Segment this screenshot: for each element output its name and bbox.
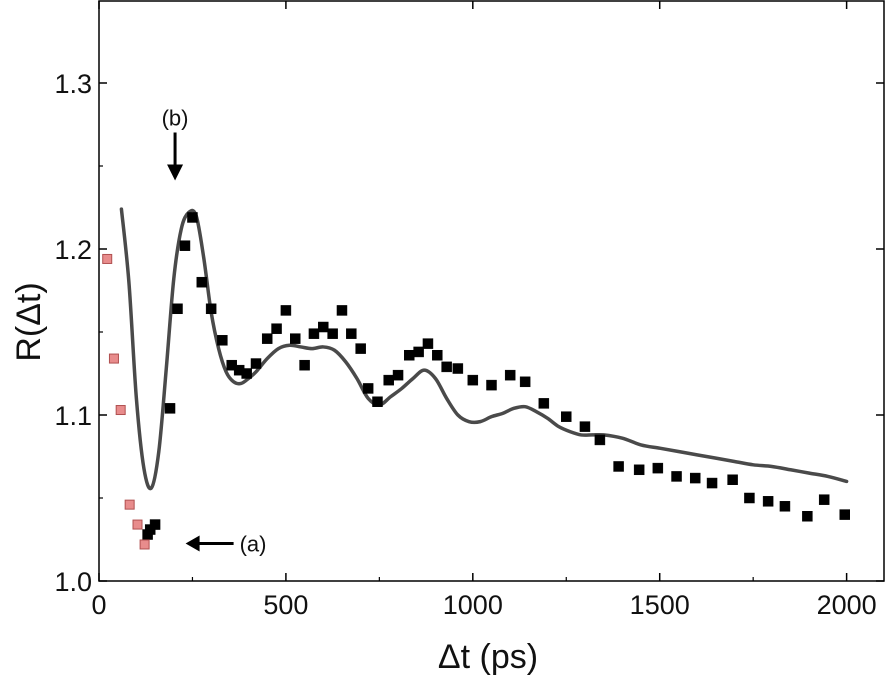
data-point: [652, 462, 664, 474]
data-point: [744, 492, 755, 504]
data-point: [187, 212, 198, 223]
data-point: [818, 494, 830, 505]
y-tick-label: 1.3: [54, 69, 92, 99]
early-data-point: [124, 499, 135, 510]
early-data-point: [132, 519, 143, 530]
data-point: [504, 369, 516, 381]
data-point: [839, 509, 850, 520]
data-point: [519, 376, 531, 388]
data-point: [467, 374, 479, 386]
x-axis-label: Δt (ps): [438, 638, 538, 676]
data-point: [633, 464, 645, 476]
annotations-layer: (a) (b): [162, 106, 267, 557]
data-point: [671, 471, 682, 482]
data-point: [802, 511, 813, 522]
data-point: [579, 421, 591, 432]
x-tick-label: 1000: [443, 590, 503, 620]
data-point: [779, 501, 791, 512]
data-point: [196, 276, 208, 288]
data-point: [486, 379, 497, 391]
data-point: [164, 403, 176, 414]
annotation-arrow-a-head: [185, 535, 200, 552]
data-point: [362, 383, 374, 394]
data-point: [422, 338, 434, 349]
data-point: [441, 361, 452, 373]
early-data-point: [139, 539, 150, 550]
data-point: [308, 328, 320, 339]
data-point: [413, 346, 424, 358]
data-point: [561, 411, 572, 422]
data-point: [392, 369, 404, 381]
y-tick-label: 1.1: [54, 401, 92, 431]
x-tick-label: 2000: [817, 590, 877, 620]
data-point: [241, 368, 252, 379]
y-axis-label: R(Δt): [10, 282, 48, 361]
data-point: [383, 374, 394, 386]
data-point: [217, 335, 228, 346]
data-point: [355, 343, 366, 354]
y-tick-label: 1.0: [54, 567, 92, 597]
annotation-arrow-b-head: [167, 164, 184, 181]
x-tick-label: 0: [91, 590, 106, 620]
early-data-point: [108, 353, 119, 364]
annotation-label-a: (a): [240, 532, 267, 557]
data-point: [261, 333, 273, 344]
fit-curve: [119, 207, 849, 491]
x-tick-label: 1500: [630, 590, 690, 620]
data-point: [432, 349, 443, 361]
data-point: [762, 496, 774, 507]
data-point: [538, 398, 550, 409]
data-point: [250, 358, 262, 369]
data-point: [613, 461, 624, 472]
data-point: [346, 328, 357, 339]
data-point: [280, 305, 292, 316]
early-data-point: [102, 253, 113, 264]
data-point: [404, 349, 415, 361]
plot-frame: [98, 0, 885, 582]
fit-curve-layer: [119, 207, 849, 491]
data-point: [179, 240, 191, 251]
data-point: [318, 321, 329, 333]
data-point: [706, 477, 718, 489]
data-point: [452, 363, 464, 374]
data-point: [299, 359, 310, 371]
data-point: [290, 333, 301, 344]
data-point: [205, 303, 217, 315]
x-tick-label: 500: [263, 590, 308, 620]
data-point: [727, 474, 738, 485]
early-data-point: [115, 405, 126, 416]
annotation-label-b: (b): [162, 106, 189, 131]
data-point: [594, 434, 606, 446]
data-point: [271, 323, 282, 334]
data-point: [172, 303, 183, 315]
data-point: [336, 305, 348, 316]
y-tick-label: 1.2: [54, 235, 92, 265]
data-point: [689, 472, 701, 484]
data-point: [372, 396, 383, 407]
data-point: [149, 519, 161, 530]
data-points-layer: [102, 212, 850, 550]
data-point: [327, 328, 338, 339]
ticks: 0 500 1000 1500 2000 1.0 1.1 1.2 1.3: [54, 1, 884, 620]
axes: [98, 0, 885, 582]
